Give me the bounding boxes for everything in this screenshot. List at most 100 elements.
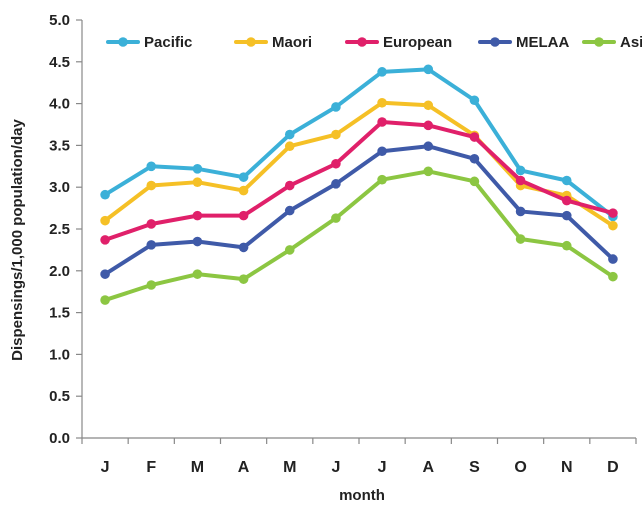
y-tick-label: 3.5 (49, 137, 70, 154)
data-point (192, 210, 203, 221)
data-point (608, 220, 618, 231)
y-tick-label: 1.5 (49, 305, 70, 322)
x-tick-label: A (238, 459, 250, 476)
data-point (377, 67, 387, 77)
legend-item-pacific: Pacific (106, 34, 192, 51)
series-line-pacific (103, 67, 615, 219)
data-point (192, 177, 203, 187)
data-point (238, 242, 249, 253)
data-point (146, 280, 157, 290)
data-point (423, 100, 434, 111)
data-point (146, 240, 157, 250)
x-tick-label: J (101, 459, 110, 476)
data-point (469, 95, 480, 106)
data-point (331, 102, 341, 112)
series-line-european (103, 119, 615, 242)
data-point (561, 175, 572, 186)
data-point (100, 235, 110, 245)
data-point (100, 295, 110, 305)
data-point (284, 129, 295, 140)
series-line-asian (103, 169, 615, 303)
y-tick-label: 0.0 (49, 430, 70, 447)
data-point (608, 208, 618, 218)
data-point (469, 132, 480, 142)
data-point (423, 120, 434, 131)
data-point (238, 210, 249, 221)
series-line-maori (103, 100, 615, 228)
legend-item-european: European (345, 34, 452, 51)
y-tick-label: 4.0 (49, 96, 70, 113)
x-tick-label: O (514, 459, 526, 476)
y-tick-label: 5.0 (49, 12, 70, 29)
data-point (284, 180, 295, 191)
series-melaa (100, 141, 618, 279)
x-tick-label: M (283, 459, 296, 476)
data-point (515, 234, 526, 244)
y-tick-label: 3.0 (49, 179, 70, 196)
series-pacific (100, 64, 618, 222)
legend-label: European (383, 34, 452, 51)
data-point (192, 269, 203, 279)
data-point (284, 141, 295, 152)
legend-item-maori: Maori (234, 34, 312, 51)
y-axis-title: Dispensings/1,000 population/day (9, 118, 26, 360)
y-tick-label: 0.5 (49, 388, 70, 405)
data-point (608, 254, 618, 264)
series-european (100, 117, 618, 245)
data-point (192, 236, 203, 247)
legend-label: Pacific (144, 34, 192, 51)
y-axis-ticks: 0.0 0.5 1.0 1.5 2.0 2.5 3.0 3.5 4.0 4.5 5.0 (49, 12, 82, 447)
data-point (146, 219, 157, 229)
series-line-melaa (103, 144, 615, 277)
data-point (423, 166, 434, 177)
legend-item-asian: Asian (582, 34, 642, 51)
data-point (100, 215, 110, 226)
legend-swatch-marker (246, 37, 256, 47)
y-tick-label: 1.0 (49, 346, 70, 363)
data-point (469, 153, 480, 164)
data-point (377, 174, 387, 185)
data-point (331, 179, 341, 189)
data-point (284, 245, 295, 255)
y-tick-label: 4.5 (49, 54, 70, 71)
x-tick-label: S (469, 459, 480, 476)
series-maori (100, 97, 618, 231)
series-layer (100, 64, 618, 305)
data-point (561, 210, 572, 221)
series-asian (100, 166, 618, 305)
data-point (331, 158, 341, 169)
legend-swatch-marker (594, 37, 604, 47)
data-point (515, 175, 526, 186)
data-point (284, 205, 295, 216)
data-point (238, 185, 249, 196)
y-tick-label: 2.5 (49, 221, 70, 238)
data-point (469, 176, 480, 187)
x-axis-title: month (339, 487, 385, 504)
data-point (146, 180, 157, 191)
data-point (423, 64, 434, 75)
data-point (100, 269, 110, 279)
data-point (377, 117, 387, 127)
x-tick-label: J (378, 459, 387, 476)
legend: Pacific Maori European MELAA Asian (106, 34, 642, 51)
data-point (331, 213, 341, 223)
data-point (146, 161, 157, 172)
legend-swatch-marker (357, 37, 367, 47)
data-point (423, 141, 434, 152)
data-point (377, 97, 387, 108)
data-point (377, 146, 387, 157)
data-point (238, 172, 249, 182)
data-point (515, 206, 526, 217)
legend-label: Maori (272, 34, 312, 51)
legend-label: MELAA (516, 34, 569, 51)
legend-item-melaa: MELAA (478, 34, 569, 51)
x-tick-label: J (331, 459, 340, 476)
x-tick-label: N (561, 459, 573, 476)
x-tick-label: M (191, 459, 204, 476)
data-point (331, 129, 341, 140)
legend-label: Asian (620, 34, 642, 51)
data-point (238, 274, 249, 284)
legend-swatch-marker (490, 37, 500, 47)
